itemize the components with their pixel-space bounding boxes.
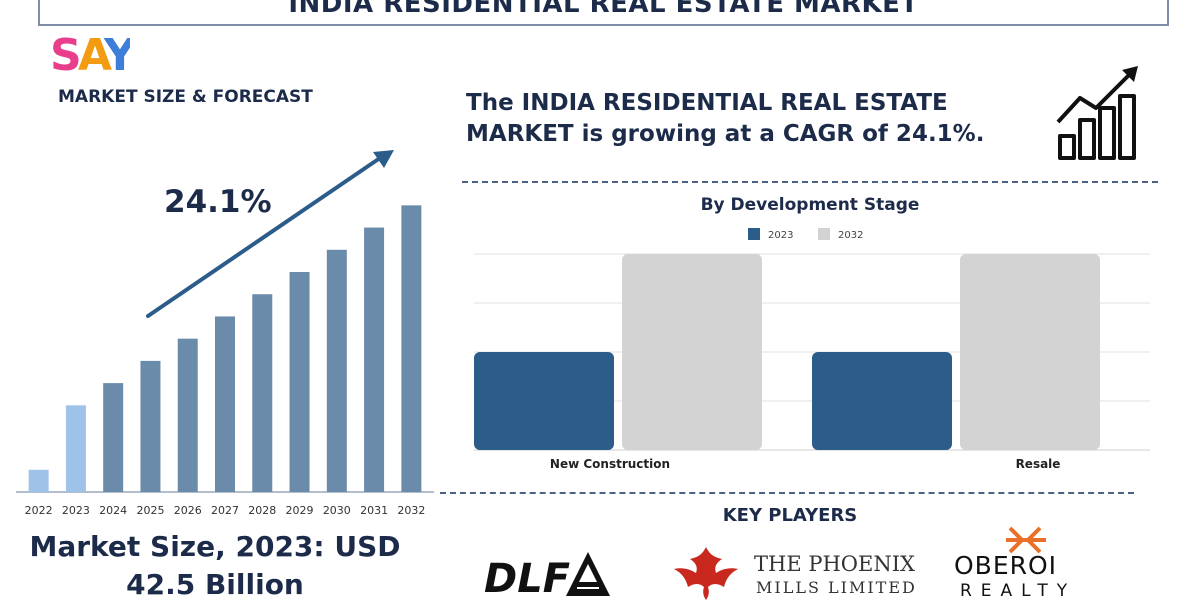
- tick-label-2031: 2031: [360, 504, 388, 517]
- development-stage-chart: 2023 2032 New Construction Resale: [474, 228, 1150, 471]
- svg-text:A: A: [78, 30, 112, 78]
- divider-bottom: [440, 492, 1134, 494]
- bar-2023: [65, 405, 86, 492]
- say-logo: S A Y: [50, 30, 130, 78]
- market-size-text: Market Size, 2023: USD 42.5 Billion: [10, 528, 420, 600]
- growth-bar-chart: 2022 2023 2024 2025 2026 2027 2028 2029 2030 2031…: [16, 150, 434, 517]
- headline-line-2: MARKET is growing at a CAGR of 24.1%.: [466, 121, 985, 147]
- dlf-logo: DLF: [484, 552, 610, 600]
- bar-2024: [103, 383, 124, 492]
- svg-text:MILLS LIMITED: MILLS LIMITED: [756, 578, 917, 597]
- market-size-line-2: 42.5 Billion: [126, 568, 304, 600]
- bar-2026: [177, 338, 198, 492]
- tick-label-2029: 2029: [286, 504, 314, 517]
- divider-top: [462, 181, 1158, 183]
- bar-2022: [28, 469, 49, 492]
- svg-text:THE PHOENIX: THE PHOENIX: [754, 552, 915, 576]
- bar-2025: [140, 360, 161, 492]
- tick-label-2032: 2032: [397, 504, 425, 517]
- cagr-callout: 24.1%: [164, 184, 272, 220]
- bar-2030: [326, 249, 347, 492]
- title-banner: INDIA RESIDENTIAL REAL ESTATE MARKET: [38, 0, 1169, 26]
- tick-label-2030: 2030: [323, 504, 351, 517]
- legend-swatch-2023: [748, 228, 760, 240]
- tick-label-2022: 2022: [25, 504, 53, 517]
- category-label-resale: Resale: [1016, 457, 1061, 471]
- bar-new-construction-2023: [474, 352, 614, 450]
- oberoi-realty-logo: OBEROI REALTY: [954, 526, 1076, 600]
- bar-2032: [401, 205, 422, 492]
- bar-2029: [289, 272, 310, 492]
- svg-text:OBEROI: OBEROI: [954, 551, 1057, 580]
- segment-chart-title: By Development Stage: [700, 195, 920, 215]
- legend-swatch-2032: [818, 228, 830, 240]
- key-players-heading: KEY PLAYERS: [722, 505, 858, 526]
- growth-chart-icon: [1056, 66, 1138, 160]
- headline: The INDIA RESIDENTIAL REAL ESTATE MARKET…: [466, 88, 1026, 150]
- tick-label-2028: 2028: [248, 504, 276, 517]
- phoenix-mills-logo: THE PHOENIX MILLS LIMITED: [674, 547, 917, 600]
- legend-label-2032: 2032: [838, 230, 863, 241]
- bar-2028: [252, 294, 273, 492]
- bar-2027: [215, 316, 235, 492]
- category-label-new-construction: New Construction: [550, 457, 670, 471]
- tick-label-2023: 2023: [62, 504, 90, 517]
- bar-2031: [364, 227, 385, 493]
- svg-text:S: S: [50, 30, 82, 78]
- page-title: INDIA RESIDENTIAL REAL ESTATE MARKET: [288, 0, 919, 19]
- market-size-line-1: Market Size, 2023: USD: [29, 530, 401, 563]
- bar-resale-2023: [812, 352, 952, 450]
- legend-label-2023: 2023: [768, 230, 793, 241]
- trend-arrow-icon: [146, 150, 394, 318]
- tick-label-2024: 2024: [99, 504, 127, 517]
- bar-resale-2032: [960, 254, 1100, 450]
- tick-label-2026: 2026: [174, 504, 202, 517]
- svg-text:DLF: DLF: [484, 556, 570, 600]
- market-size-forecast-heading: MARKET SIZE & FORECAST: [58, 87, 313, 107]
- bar-new-construction-2032: [622, 254, 762, 450]
- headline-line-1: The INDIA RESIDENTIAL REAL ESTATE: [466, 90, 948, 116]
- svg-text:REALTY: REALTY: [960, 581, 1076, 600]
- svg-text:Y: Y: [103, 30, 130, 78]
- tick-label-2027: 2027: [211, 504, 239, 517]
- tick-label-2025: 2025: [136, 504, 164, 517]
